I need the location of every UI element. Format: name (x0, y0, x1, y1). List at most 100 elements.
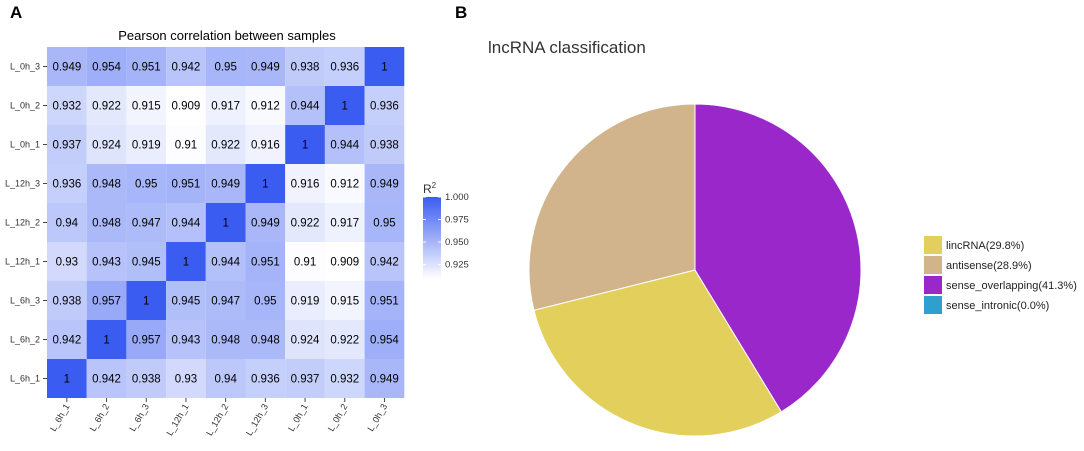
heatmap-cell-label: 0.916 (251, 140, 280, 152)
heatmap-cell (166, 242, 206, 281)
heatmap-y-tick-label: L_0h_1 (10, 140, 40, 150)
heatmap-cell (364, 47, 405, 86)
heatmap-cell-label: 0.919 (291, 296, 320, 308)
heatmap-cell (324, 320, 365, 359)
heatmap-cell-label: 0.949 (370, 179, 399, 191)
heatmap-cell-label: 0.957 (132, 335, 161, 347)
heatmap-cell-label: 0.937 (52, 140, 81, 152)
legend-tick-label: 1.000 (445, 192, 469, 203)
pie-slice-antisense (528, 103, 696, 311)
heatmap-cell (86, 86, 127, 125)
heatmap-cell (86, 203, 127, 242)
legend-title: R2 (423, 181, 437, 196)
heatmap-cell (47, 47, 87, 86)
heatmap-cell (126, 320, 167, 359)
heatmap-cell (47, 164, 87, 203)
heatmap-cell (166, 203, 206, 242)
heatmap-cell-label: 0.945 (132, 257, 161, 269)
heatmap-cell (47, 203, 87, 242)
heatmap-cell-label: 0.947 (211, 296, 240, 308)
heatmap-cell (324, 86, 365, 125)
heatmap-cell (126, 47, 167, 86)
heatmap-cell (166, 359, 206, 398)
heatmap-cell-label: 0.922 (291, 218, 320, 230)
heatmap-cell-label: 0.947 (132, 218, 161, 230)
heatmap-cell-label: 0.943 (92, 257, 121, 269)
heatmap-cell-label: 0.94 (214, 374, 237, 386)
heatmap-cell-label: 0.912 (251, 101, 280, 113)
heatmap-cell-label: 0.922 (330, 335, 359, 347)
heatmap-cell-label: 1 (381, 62, 387, 74)
heatmap-cell-label: 0.949 (52, 62, 81, 74)
heatmap-cell-label: 0.919 (132, 140, 161, 152)
heatmap-x-tick-label: L_6h_1 (48, 402, 72, 433)
heatmap-cell-label: 0.957 (92, 296, 121, 308)
heatmap-cell (126, 86, 167, 125)
heatmap-cell (285, 281, 325, 320)
heatmap-cell-label: 1 (64, 374, 70, 386)
pie-legend-swatch-sense-intronic (924, 296, 942, 314)
pie-legend-label: sense_overlapping(41.3%) (946, 280, 1077, 292)
heatmap-cell-label: 0.93 (175, 374, 197, 386)
legend-tick-label: 0.950 (445, 237, 469, 248)
heatmap-y-axis: L_0h_3 L_0h_2 L_0h_1 L_12h_3 L_12h_2 L_12h_1 L… (5, 62, 47, 384)
heatmap-cell-label: 0.936 (251, 374, 280, 386)
heatmap-cell (205, 359, 246, 398)
heatmap-cell-label: 1 (262, 179, 268, 191)
heatmap-cell-label: 0.938 (370, 140, 399, 152)
pie-slice-lincRNA (533, 269, 782, 437)
heatmap-cell (205, 203, 246, 242)
heatmap-cell (166, 320, 206, 359)
heatmap-y-tick-label: L_6h_3 (10, 296, 40, 306)
heatmap-cell-label: 0.951 (132, 62, 161, 74)
heatmap-cell (166, 125, 206, 164)
heatmap-y-tick-label: L_6h_2 (10, 335, 40, 345)
heatmap-cell (245, 164, 286, 203)
heatmap-cell-label: 0.949 (370, 374, 399, 386)
heatmap-cell (245, 320, 286, 359)
heatmap-cell-label: 1 (143, 296, 149, 308)
heatmap-cell-label: 0.94 (56, 218, 79, 230)
heatmap-cell-label: 0.95 (135, 179, 157, 191)
heatmap-cell-label: 0.924 (92, 140, 121, 152)
heatmap-cell-label: 0.912 (330, 179, 359, 191)
legend-tick-label: 0.975 (445, 215, 469, 226)
heatmap-x-tick-label: L_12h_2 (204, 402, 230, 437)
heatmap-cell-label: 0.91 (294, 257, 316, 269)
heatmap-cell (86, 359, 127, 398)
heatmap-cell-label: 0.95 (254, 296, 276, 308)
heatmap-cell-label: 1 (103, 335, 109, 347)
heatmap-cell-label: 0.944 (330, 140, 359, 152)
heatmap-cell (285, 47, 325, 86)
pie-legend-label: sense_intronic(0.0%) (946, 300, 1049, 312)
heatmap-cell (86, 281, 127, 320)
heatmap-cell (245, 86, 286, 125)
heatmap-cell (166, 281, 206, 320)
heatmap-cell (205, 164, 246, 203)
heatmap-cell (205, 86, 246, 125)
heatmap-cell (86, 47, 127, 86)
heatmap-cell-label: 1 (183, 257, 189, 269)
heatmap-cell-label: 0.948 (92, 218, 121, 230)
heatmap-cell-label: 0.949 (251, 218, 280, 230)
heatmap-cell-label: 0.944 (211, 257, 240, 269)
heatmap-cell-label: 0.954 (370, 335, 399, 347)
heatmap-cell-label: 0.95 (373, 218, 395, 230)
heatmap-y-tick-label: L_0h_3 (10, 62, 40, 72)
pie-legend-swatch-antisense (924, 256, 942, 274)
heatmap-title: Pearson correlation between samples (118, 28, 336, 43)
heatmap-cell-label: 0.949 (251, 62, 280, 74)
heatmap-cell (324, 125, 365, 164)
heatmap-cell (47, 242, 87, 281)
heatmap-x-axis: L_6h_1 L_6h_2 L_6h_3 L_12h_1 L_12h_2 L_12h_3 L… (48, 398, 389, 437)
heatmap-cell-label: 0.942 (52, 335, 81, 347)
heatmap-cell-label: 1 (302, 140, 308, 152)
heatmap-cell-label: 0.91 (175, 140, 197, 152)
heatmap-legend: R2 1.000 0.975 0.950 0.925 (423, 181, 469, 279)
heatmap-cell (324, 281, 365, 320)
heatmap-cell (324, 242, 365, 281)
heatmap-cell-label: 0.938 (52, 296, 81, 308)
heatmap-cell-label: 1 (342, 101, 348, 113)
heatmap-cell-label: 0.951 (172, 179, 201, 191)
heatmap-cell-label: 1 (222, 218, 228, 230)
